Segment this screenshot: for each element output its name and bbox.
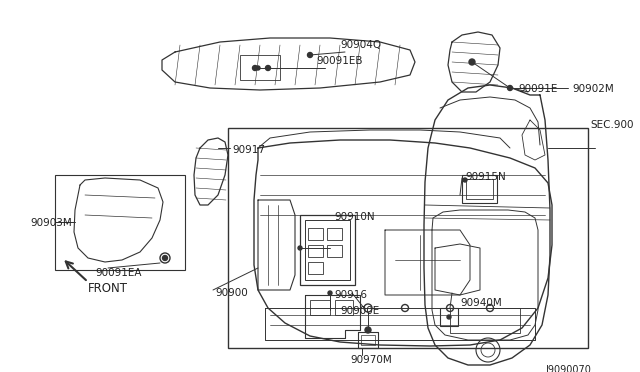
Circle shape xyxy=(266,65,271,71)
Bar xyxy=(440,308,458,326)
Text: 90916: 90916 xyxy=(334,290,367,300)
Bar xyxy=(327,245,342,257)
Circle shape xyxy=(253,65,257,71)
Text: 90900E: 90900E xyxy=(340,306,380,316)
Text: 90970M: 90970M xyxy=(350,355,392,365)
Bar xyxy=(450,308,520,333)
Circle shape xyxy=(463,178,467,182)
Circle shape xyxy=(163,256,168,260)
Bar xyxy=(466,179,493,199)
Bar xyxy=(240,55,280,80)
Bar xyxy=(335,300,353,315)
Bar xyxy=(308,245,323,257)
Text: 90091EB: 90091EB xyxy=(316,56,362,66)
Text: 90915N: 90915N xyxy=(465,172,506,182)
Circle shape xyxy=(298,246,302,250)
Circle shape xyxy=(447,315,451,319)
Bar xyxy=(310,300,330,315)
Text: J9090070: J9090070 xyxy=(545,365,591,372)
Text: 90917: 90917 xyxy=(232,145,265,155)
Text: FRONT: FRONT xyxy=(88,282,128,295)
Text: 90910N: 90910N xyxy=(334,212,374,222)
Text: 90904Q: 90904Q xyxy=(340,40,381,50)
Bar xyxy=(462,175,497,203)
Text: 90903M: 90903M xyxy=(30,218,72,228)
Text: 90091E: 90091E xyxy=(518,84,557,94)
Bar xyxy=(300,215,355,285)
Text: 90902M: 90902M xyxy=(572,84,614,94)
Bar xyxy=(361,335,375,345)
Text: SEC.900: SEC.900 xyxy=(590,120,634,130)
Text: 90900: 90900 xyxy=(215,288,248,298)
Circle shape xyxy=(365,327,371,333)
Bar xyxy=(55,175,185,270)
Bar xyxy=(228,128,588,348)
Text: 90940M: 90940M xyxy=(460,298,502,308)
Bar xyxy=(305,220,350,280)
Circle shape xyxy=(508,86,513,90)
Bar xyxy=(308,228,323,240)
Text: 90091EA: 90091EA xyxy=(95,268,141,278)
Circle shape xyxy=(256,66,260,70)
Circle shape xyxy=(469,59,475,65)
Bar xyxy=(308,262,323,274)
Bar xyxy=(327,228,342,240)
Circle shape xyxy=(307,52,312,58)
Circle shape xyxy=(328,291,332,295)
